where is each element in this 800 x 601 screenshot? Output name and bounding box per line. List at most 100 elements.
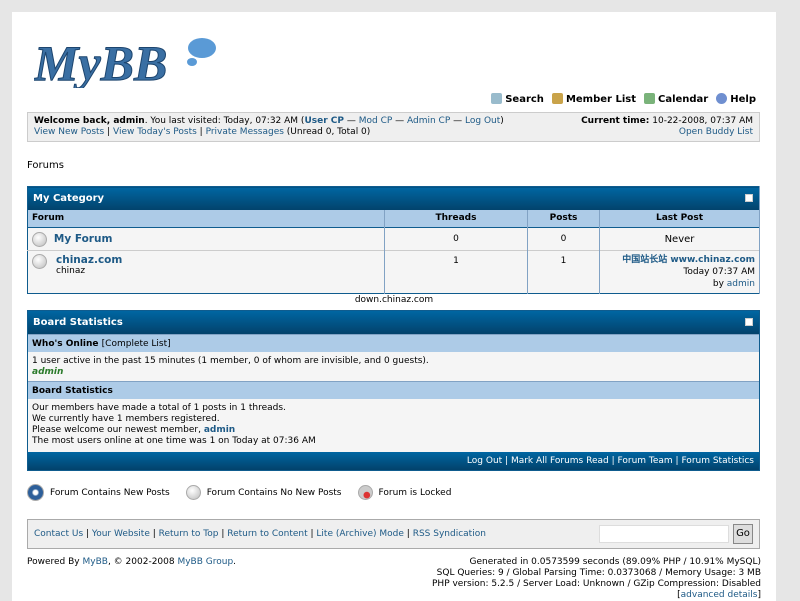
stats-line: We currently have 1 members registered. [32,414,220,424]
return-to-top-link[interactable]: Return to Top [158,529,219,539]
board-stats-header: Board Statistics [28,311,759,334]
last-visit: . You last visited: Today, 07:32 AM ( [144,116,305,126]
open-buddy-list-link[interactable]: Open Buddy List [678,127,753,137]
stats-line: PHP version: 5.2.5 / Server Load: Unknow… [432,579,761,589]
no-new-posts-icon [185,485,201,500]
category-title[interactable]: My Category [33,192,105,204]
advanced-details-link[interactable]: advanced details [680,590,758,600]
forum-link[interactable]: chinaz.com [56,254,123,266]
board-stats-title: Board Statistics [33,317,123,328]
legend: Forum Contains New Posts Forum Contains … [27,484,451,501]
last-post-user[interactable]: admin [726,279,755,289]
member-list-link[interactable]: Member List [551,93,636,105]
footer-bar: Contact Us | Your Website | Return to To… [27,519,760,549]
view-new-posts-link[interactable]: View New Posts [34,127,105,137]
board-stats-footer: Log Out | Mark All Forums Read | Forum T… [28,452,759,470]
powered-text: Powered By [27,557,83,567]
by-label: by [712,279,727,289]
help-icon [716,93,728,104]
forum-row: chinaz.com chinaz 1 1 中国站长站 www.chinaz.com To… [27,250,760,294]
complete-list-link[interactable]: [Complete List] [101,339,171,349]
welcome-panel: Welcome back, admin. You last visited: T… [27,112,760,142]
top-links: Search Member List Calendar Help [491,93,756,105]
collapse-icon[interactable] [745,318,753,326]
board-stats-table: Board Statistics Who's Online [Complete … [27,310,760,471]
your-website-link[interactable]: Your Website [91,529,150,539]
stats-line: Generated in 0.0573599 seconds (89.09% P… [469,557,761,567]
lite-mode-link[interactable]: Lite (Archive) Mode [316,529,404,539]
threads-count: 1 [384,250,528,294]
collapse-icon[interactable] [745,194,753,202]
legend-locked: Forum is Locked [378,487,452,498]
last-post: Never [599,227,760,251]
members-icon [551,93,563,104]
sep: — [392,116,408,126]
new-posts-icon [27,484,44,501]
newest-member-text: Please welcome our newest member, [32,425,204,435]
stats-line: SQL Queries: 9 / Global Parsing Time: 0.… [436,568,761,578]
rss-link[interactable]: RSS Syndication [412,529,486,539]
no-new-posts-icon [32,254,47,269]
copyright-text: , © 2002-2008 [107,557,178,567]
online-text: 1 user active in the past 15 minutes (1 … [32,356,429,366]
search-link[interactable]: Search [491,93,544,105]
posts-count: 0 [527,227,600,251]
col-threads: Threads [384,209,528,228]
mybb-link[interactable]: MyBB [82,557,108,567]
locked-icon [357,485,373,500]
forum-description: chinaz [56,266,86,276]
admin-cp-link[interactable]: Admin CP [407,116,451,126]
last-post-time: Today 07:37 AM [683,267,755,277]
watermark: down.chinaz.com [354,295,434,305]
col-posts: Posts [527,209,600,228]
sep: — [343,116,359,126]
svg-text:MyBB: MyBB [34,35,167,88]
go-button[interactable]: Go [733,524,753,544]
powered-by: Powered By MyBB, © 2002-2008 MyBB Group. [27,557,236,567]
stats-line: Our members have made a total of 1 posts… [32,403,286,413]
current-time: 10-22-2008, 07:37 AM [649,116,753,126]
forum-team-link[interactable]: Forum Team [617,456,673,466]
legend-new: Forum Contains New Posts [50,487,170,498]
forum-row: My Forum 0 0 Never [27,227,760,251]
logout-link[interactable]: Log Out [465,116,501,126]
footer-search-input[interactable] [599,525,729,543]
board-stats-subheading: Board Statistics [28,381,759,399]
col-last-post: Last Post [599,209,760,228]
debug-stats: Generated in 0.0573599 seconds (89.09% P… [432,557,761,600]
calendar-icon [643,93,655,104]
no-new-posts-icon [32,231,47,247]
page: MyBB Search Member List Calendar Help #t… [12,12,776,601]
user-cp-link[interactable]: User CP [304,116,344,126]
private-messages-link[interactable]: Private Messages [205,127,284,137]
period: . [233,557,237,567]
threads-count: 0 [384,227,528,251]
forums-heading: Forums [27,160,64,171]
col-forum: Forum [27,209,385,228]
category-header: My Category [27,186,760,210]
pm-count: (Unread 0, Total 0) [283,127,371,137]
return-to-content-link[interactable]: Return to Content [227,529,308,539]
current-time-label: Current time: [581,116,650,126]
online-user-link[interactable]: admin [32,367,64,377]
mybb-logo[interactable]: MyBB [34,32,219,88]
newest-member-link[interactable]: admin [203,425,236,435]
logout-link[interactable]: Log Out [466,456,503,466]
forum-link[interactable]: My Forum [53,232,113,245]
forum-statistics-link[interactable]: Forum Statistics [681,456,754,466]
posts-count: 1 [527,250,600,294]
help-link[interactable]: Help [716,93,756,105]
last-post-link[interactable]: 中国站长站 www.chinaz.com [622,255,755,265]
legend-no-new: Forum Contains No New Posts [206,487,342,498]
mybb-group-link[interactable]: MyBB Group [177,557,234,567]
mark-all-read-link[interactable]: Mark All Forums Read [510,456,609,466]
category-table: My Category Forum Threads Posts Last Post M… [27,186,760,294]
paren: ) [500,116,504,126]
mod-cp-link[interactable]: Mod CP [358,116,393,126]
calendar-link[interactable]: Calendar [643,93,708,105]
contact-us-link[interactable]: Contact Us [34,529,84,539]
view-todays-posts-link[interactable]: View Today's Posts [113,127,197,137]
welcome-text: Welcome back, admin [34,116,145,126]
sep: — [450,116,466,126]
whos-online-heading: Who's Online [32,339,99,349]
